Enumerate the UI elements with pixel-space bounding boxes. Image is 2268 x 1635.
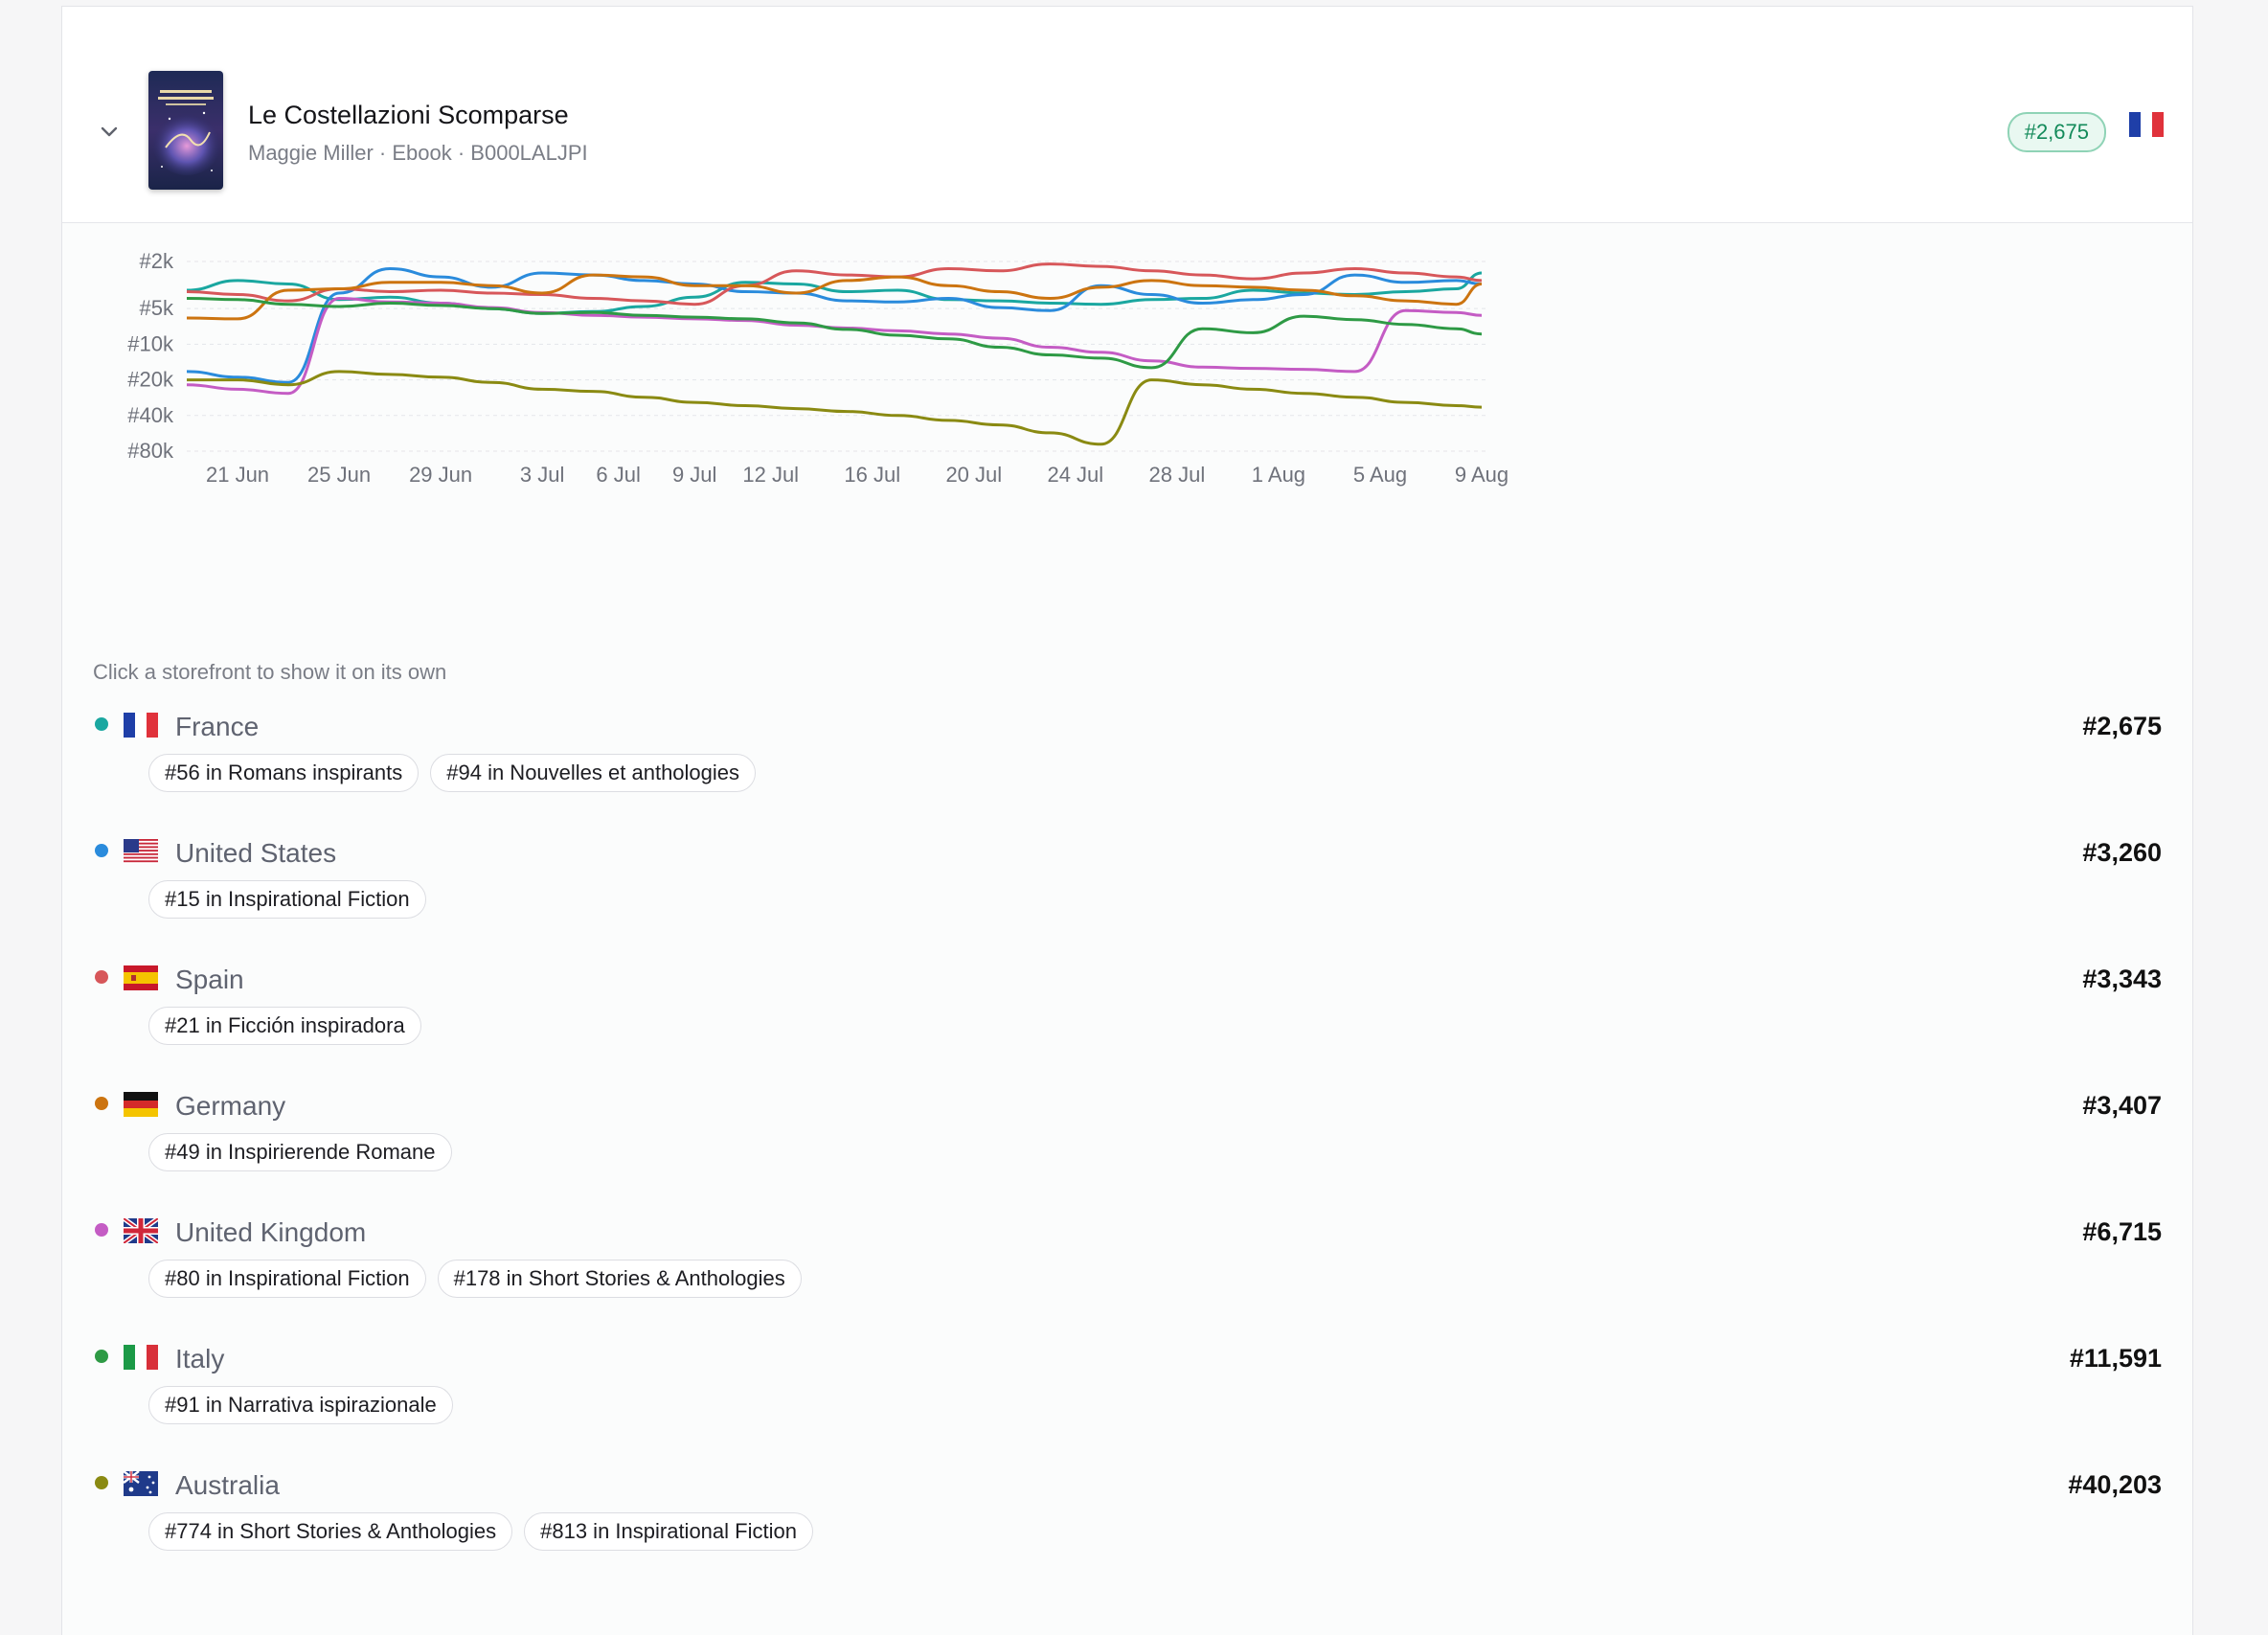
book-cover-image — [148, 71, 223, 190]
storefront-row-italy[interactable]: Italy #11,591 #91 in Narrativa ispiraziona… — [62, 1338, 2192, 1465]
de-flag-icon — [124, 1092, 158, 1117]
storefront-rank: #3,260 — [2082, 838, 2162, 867]
storefront-row-germany[interactable]: Germany #3,407 #49 in Inspirierende Romane — [62, 1085, 2192, 1212]
book-card: Le Costellazioni Scomparse Maggie Miller… — [61, 6, 2193, 1635]
storefront-name[interactable]: France — [175, 712, 260, 741]
gb-flag-icon — [124, 1218, 158, 1243]
category-chips: #80 in Inspirational Fiction #178 in Shor… — [148, 1260, 802, 1298]
x-tick-label: 12 Jul — [742, 463, 799, 487]
storefront-row-spain[interactable]: Spain #3,343 #21 in Ficción inspiradora — [62, 959, 2192, 1085]
category-chip[interactable]: #91 in Narrativa ispirazionale — [148, 1386, 453, 1424]
category-chip[interactable]: #80 in Inspirational Fiction — [148, 1260, 426, 1298]
storefront-name[interactable]: Spain — [175, 965, 244, 994]
storefront-row-united-kingdom[interactable]: United Kingdom #6,715 #80 in Inspirational… — [62, 1212, 2192, 1338]
category-chip[interactable]: #56 in Romans inspirants — [148, 754, 420, 792]
book-header[interactable]: Le Costellazioni Scomparse Maggie Miller… — [62, 7, 2192, 223]
x-tick-label: 28 Jul — [1149, 463, 1206, 487]
y-tick-label: #5k — [140, 296, 174, 320]
it-flag-icon — [124, 1345, 158, 1370]
rank-history-chart: #2k #5k #10k #20k #40k #80k 21 Jun 25 Jun 29 Jun… — [127, 249, 1508, 487]
storefront-row-united-states[interactable]: United States #3,260 #15 in Inspirational … — [62, 832, 2192, 959]
series-color-dot — [95, 1476, 108, 1489]
storefront-name[interactable]: United Kingdom — [175, 1217, 367, 1247]
storefront-rank: #3,343 — [2082, 965, 2162, 993]
y-tick-label: #20k — [127, 368, 174, 392]
es-flag-icon — [124, 965, 158, 990]
series-line-united-states — [186, 267, 1483, 384]
book-subtitle: Maggie Miller · Ebook · B000LALJPI — [248, 141, 588, 165]
x-tick-label: 9 Jul — [672, 463, 716, 487]
category-chips: #49 in Inspirierende Romane — [148, 1133, 452, 1171]
series-line-germany — [186, 273, 1483, 321]
x-tick-label: 21 Jun — [206, 463, 269, 487]
book-detail: #2k #5k #10k #20k #40k #80k 21 Jun 25 Jun 29 Jun… — [62, 223, 2192, 1635]
category-chips: #15 in Inspirational Fiction — [148, 880, 426, 919]
y-tick-label: #2k — [140, 249, 174, 273]
series-line-spain — [186, 262, 1483, 307]
category-chips: #91 in Narrativa ispirazionale — [148, 1386, 453, 1424]
category-chip[interactable]: #813 in Inspirational Fiction — [524, 1512, 813, 1551]
storefront-name[interactable]: Italy — [175, 1344, 225, 1374]
storefront-row-france[interactable]: France #2,675 #56 in Romans inspirants #94 … — [62, 706, 2192, 832]
series-color-dot — [95, 970, 108, 984]
storefront-name[interactable]: Australia — [175, 1470, 280, 1500]
storefront-rank: #2,675 — [2082, 712, 2162, 740]
storefront-rank: #6,715 — [2082, 1217, 2162, 1246]
category-chips: #21 in Ficción inspiradora — [148, 1007, 421, 1045]
series-line-australia — [186, 370, 1483, 446]
category-chip[interactable]: #15 in Inspirational Fiction — [148, 880, 426, 919]
x-tick-label: 29 Jun — [409, 463, 472, 487]
chevron-down-icon[interactable] — [97, 120, 122, 145]
y-tick-label: #80k — [127, 439, 174, 463]
storefront-rank: #11,591 — [2069, 1344, 2162, 1373]
storefront-row-australia[interactable]: Australia #40,203 #774 in Short Stories & … — [62, 1465, 2192, 1591]
series-line-united-kingdom — [186, 297, 1483, 396]
x-tick-label: 1 Aug — [1252, 463, 1305, 487]
us-flag-icon — [124, 839, 158, 864]
x-tick-label: 9 Aug — [1455, 463, 1508, 487]
series-color-dot — [95, 717, 108, 731]
x-tick-label: 16 Jul — [844, 463, 900, 487]
series-color-dot — [95, 1350, 108, 1363]
category-chip[interactable]: #774 in Short Stories & Anthologies — [148, 1512, 513, 1551]
y-tick-label: #40k — [127, 403, 174, 427]
storefront-rank: #3,407 — [2082, 1091, 2162, 1120]
category-chip[interactable]: #94 in Nouvelles et anthologies — [430, 754, 757, 792]
storefront-name[interactable]: United States — [175, 838, 337, 868]
series-color-dot — [95, 1097, 108, 1110]
x-tick-label: 3 Jul — [520, 463, 564, 487]
category-chips: #56 in Romans inspirants #94 in Nouvelles… — [148, 754, 757, 792]
series-line-italy — [186, 297, 1483, 370]
fr-flag-icon — [2129, 112, 2164, 137]
series-color-dot — [95, 844, 108, 857]
overall-rank-badge: #2,675 — [2007, 112, 2106, 152]
storefront-rank: #40,203 — [2068, 1470, 2162, 1499]
x-tick-label: 6 Jul — [596, 463, 640, 487]
x-tick-label: 24 Jul — [1047, 463, 1103, 487]
storefront-hint: Click a storefront to show it on its own — [93, 660, 447, 684]
series-line-france — [186, 271, 1483, 315]
series-color-dot — [95, 1223, 108, 1237]
category-chips: #774 in Short Stories & Anthologies #813 … — [148, 1512, 813, 1551]
category-chip[interactable]: #49 in Inspirierende Romane — [148, 1133, 452, 1171]
au-flag-icon — [124, 1471, 158, 1496]
x-tick-label: 5 Aug — [1353, 463, 1407, 487]
storefront-name[interactable]: Germany — [175, 1091, 286, 1121]
y-tick-label: #10k — [127, 331, 174, 355]
category-chip[interactable]: #21 in Ficción inspiradora — [148, 1007, 421, 1045]
book-title: Le Costellazioni Scomparse — [248, 101, 569, 129]
category-chip[interactable]: #178 in Short Stories & Anthologies — [437, 1260, 802, 1298]
x-tick-label: 25 Jun — [307, 463, 371, 487]
x-tick-label: 20 Jul — [945, 463, 1002, 487]
fr-flag-icon — [124, 713, 158, 738]
